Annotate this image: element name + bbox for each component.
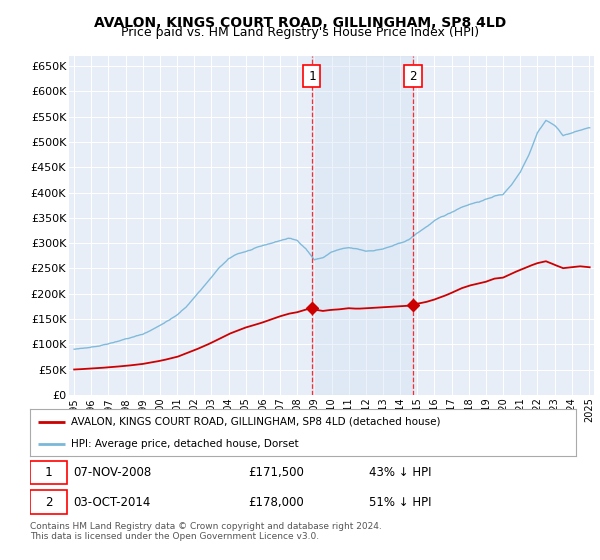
FancyBboxPatch shape (404, 65, 422, 87)
FancyBboxPatch shape (30, 491, 67, 514)
Bar (312, 56, 413, 395)
Text: 51% ↓ HPI: 51% ↓ HPI (368, 496, 431, 508)
Text: £178,000: £178,000 (248, 496, 304, 508)
Text: 1: 1 (308, 70, 316, 83)
Text: Price paid vs. HM Land Registry's House Price Index (HPI): Price paid vs. HM Land Registry's House … (121, 26, 479, 39)
Text: 43% ↓ HPI: 43% ↓ HPI (368, 466, 431, 479)
Text: £171,500: £171,500 (248, 466, 304, 479)
Text: 07-NOV-2008: 07-NOV-2008 (74, 466, 152, 479)
FancyBboxPatch shape (303, 65, 320, 87)
Text: 2: 2 (45, 496, 52, 508)
Text: HPI: Average price, detached house, Dorset: HPI: Average price, detached house, Dors… (71, 438, 299, 449)
Text: AVALON, KINGS COURT ROAD, GILLINGHAM, SP8 4LD (detached house): AVALON, KINGS COURT ROAD, GILLINGHAM, SP… (71, 417, 440, 427)
Text: 03-OCT-2014: 03-OCT-2014 (74, 496, 151, 508)
Text: 1: 1 (45, 466, 52, 479)
Text: 2: 2 (409, 70, 417, 83)
FancyBboxPatch shape (30, 461, 67, 484)
Text: AVALON, KINGS COURT ROAD, GILLINGHAM, SP8 4LD: AVALON, KINGS COURT ROAD, GILLINGHAM, SP… (94, 16, 506, 30)
Text: Contains HM Land Registry data © Crown copyright and database right 2024.
This d: Contains HM Land Registry data © Crown c… (30, 522, 382, 542)
